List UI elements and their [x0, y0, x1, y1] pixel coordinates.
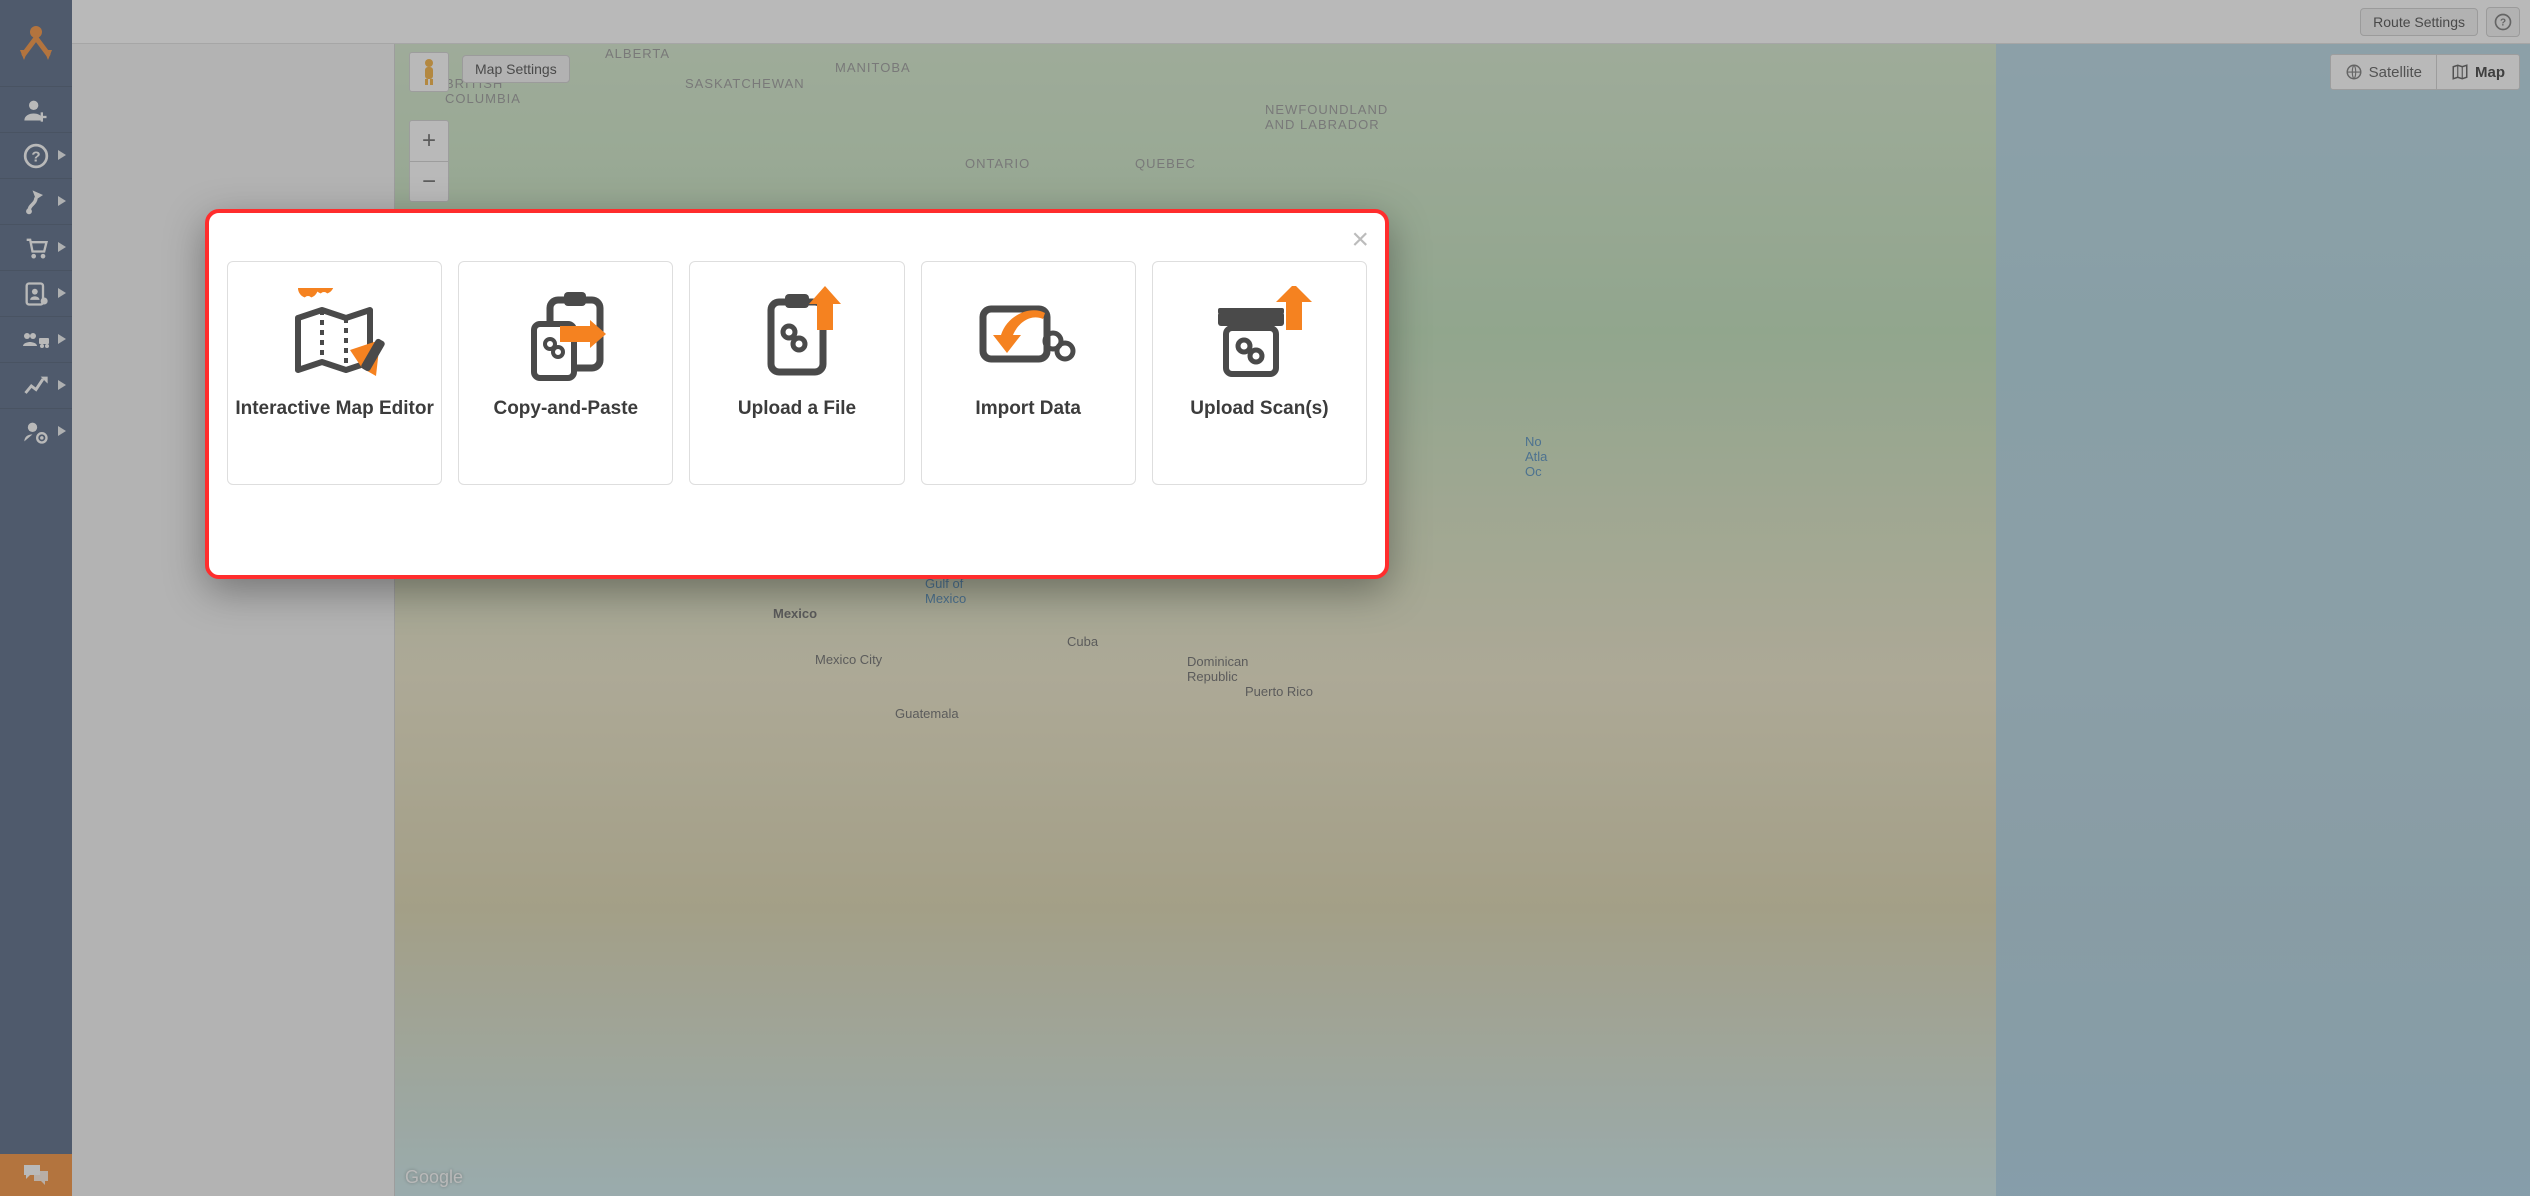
option-upload-scans[interactable]: Upload Scan(s) [1152, 261, 1367, 485]
new-route-modal: × Interactive Map Editor [205, 209, 1389, 579]
copy-paste-icon [516, 286, 616, 386]
option-label: Copy-and-Paste [493, 398, 638, 420]
modal-options: Interactive Map Editor Copy-and-Paste [227, 261, 1367, 485]
option-copy-and-paste[interactable]: Copy-and-Paste [458, 261, 673, 485]
import-data-icon [973, 291, 1083, 381]
option-import-data[interactable]: Import Data [921, 261, 1136, 485]
option-label: Upload Scan(s) [1190, 398, 1328, 420]
option-interactive-map-editor[interactable]: Interactive Map Editor [227, 261, 442, 485]
option-label: Upload a File [738, 398, 856, 420]
option-label: Interactive Map Editor [235, 398, 434, 420]
interactive-map-editor-icon [280, 288, 390, 384]
option-upload-file[interactable]: Upload a File [689, 261, 904, 485]
modal-close-button[interactable]: × [1351, 225, 1369, 255]
modal-overlay[interactable] [0, 0, 2530, 1196]
upload-file-icon [747, 286, 847, 386]
option-label: Import Data [975, 398, 1081, 420]
upload-scans-icon [1204, 286, 1314, 386]
